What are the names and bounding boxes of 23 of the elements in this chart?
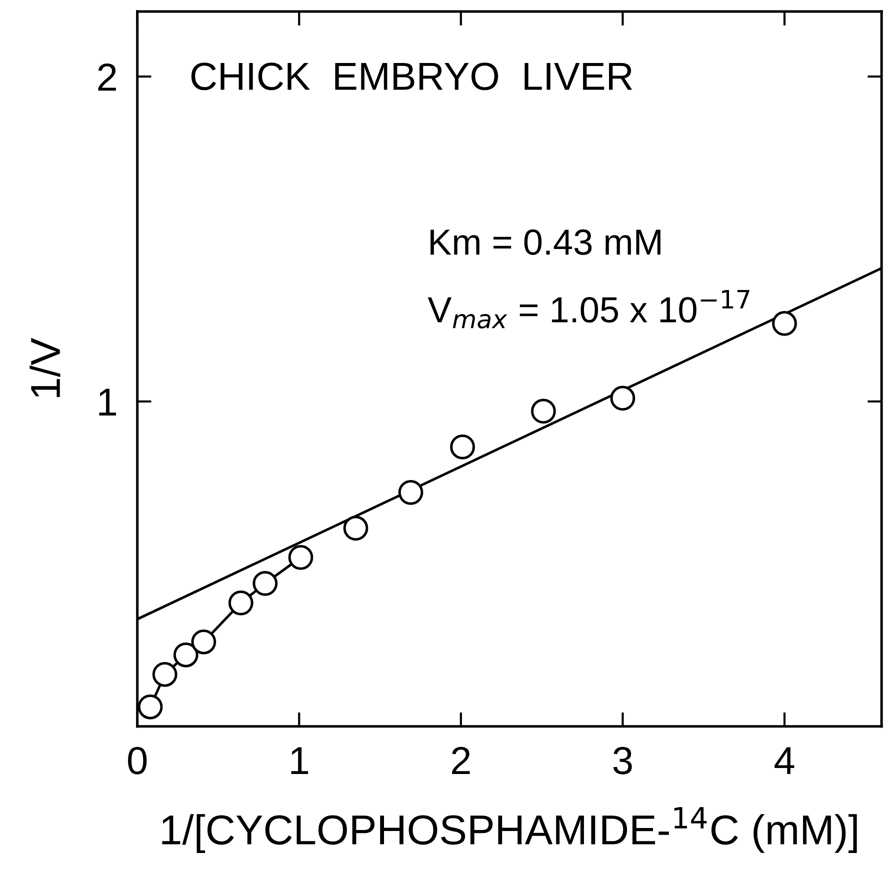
x-tick-label: 4 — [774, 747, 794, 774]
point — [398, 480, 424, 505]
x-tick-label: 3 — [613, 746, 632, 774]
point — [610, 386, 636, 411]
text: CHICK EMBRYO LIVER — [191, 62, 632, 90]
point — [450, 434, 475, 460]
point — [772, 311, 797, 336]
x-tick-label: 1 — [291, 747, 308, 774]
point — [343, 516, 368, 541]
x-tick-label: 2 — [452, 746, 470, 774]
x-tick-label: 0 — [128, 746, 147, 774]
x-axis-title: 1/[CYCLOPHOSPHAMIDE-$^{14}$C (mM)] — [162, 807, 857, 853]
annotation: Km = 0.43 mM — [430, 229, 660, 255]
annotation: V$_{max}$ = 1.05 x 10$^{−17}$ — [428, 290, 750, 329]
point — [252, 570, 278, 596]
point — [228, 590, 254, 616]
point — [288, 544, 314, 570]
point — [191, 629, 216, 654]
point — [152, 662, 178, 687]
y-axis-title: 1/V — [30, 338, 60, 398]
point — [173, 642, 198, 668]
point — [530, 398, 556, 424]
point — [138, 694, 163, 720]
